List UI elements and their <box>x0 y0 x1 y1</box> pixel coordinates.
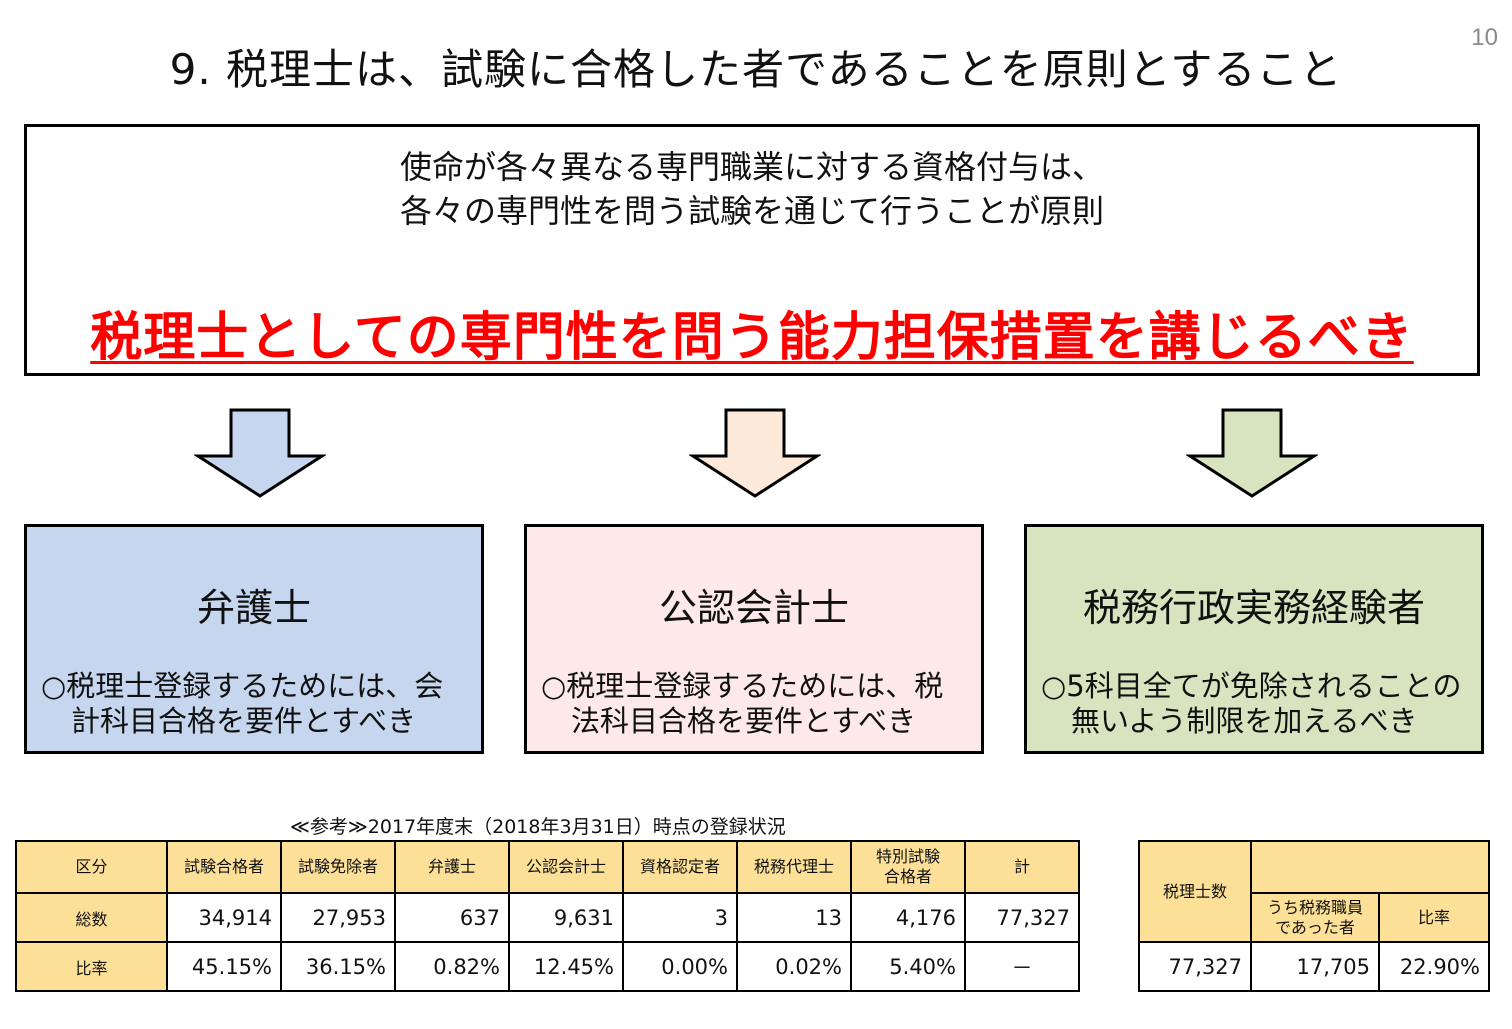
page-number: 10 <box>1471 24 1498 51</box>
principle-emphasis: 税理士としての専門性を問う能力担保措置を講じるべき <box>90 308 1414 368</box>
table-cell: 13 <box>736 892 852 943</box>
table-cell: 45.15% <box>166 941 282 992</box>
table-header-cell: 計 <box>964 840 1080 894</box>
table-header-cell: 特別試験 合格者 <box>850 840 966 894</box>
down-arrow-icon <box>689 408 821 498</box>
card-cpa: 公認会計士 ○税理士登録するためには、税 法科目合格を要件とすべき <box>524 524 984 754</box>
former-tax-official-table: 税理士数 うち税務職員 であった者 比率 77,327 17,705 22.90… <box>1138 840 1490 992</box>
table-header-cell: 公認会計士 <box>508 840 624 894</box>
table-cell: 27,953 <box>280 892 396 943</box>
down-arrow-icon <box>1186 408 1318 498</box>
table-header-cell: 弁護士 <box>394 840 510 894</box>
card-body-line-1: ○5科目全てが免除されることの <box>1041 669 1462 703</box>
registration-table: 区分 試験合格者 試験免除者 弁護士 公認会計士 資格認定者 税務代理士 特別試… <box>15 840 1080 992</box>
table-row: 77,327 17,705 22.90% <box>1138 941 1490 992</box>
table-header-row: うち税務職員 であった者 比率 <box>1139 892 1490 943</box>
arrow-2-shape <box>689 408 821 498</box>
principle-line-2: 各々の専門性を問う試験を通じて行うことが原則 <box>399 192 1104 230</box>
card-tax-official: 税務行政実務経験者 ○5科目全てが免除されることの 無いよう制限を加えるべき <box>1024 524 1484 754</box>
table-header-cell: 試験免除者 <box>280 840 396 894</box>
table-header-row: 税理士数 <box>1138 840 1490 943</box>
card-body: ○5科目全てが免除されることの 無いよう制限を加えるべき <box>1041 669 1471 739</box>
principle-line-1: 使命が各々異なる専門職業に対する資格付与は、 <box>399 148 1104 186</box>
table-header-cell: うち税務職員 であった者 <box>1250 892 1380 943</box>
card-title: 弁護士 <box>196 586 311 630</box>
card-body: ○税理士登録するためには、会 計科目合格を要件とすべき <box>41 669 471 739</box>
table-cell: 22.90% <box>1378 941 1490 992</box>
table-cell: 77,327 <box>1138 941 1252 992</box>
card-body: ○税理士登録するためには、税 法科目合格を要件とすべき <box>541 669 971 739</box>
table-cell: 3 <box>622 892 738 943</box>
card-lawyer: 弁護士 ○税理士登録するためには、会 計科目合格を要件とすべき <box>24 524 484 754</box>
table-cell: 0.00% <box>622 941 738 992</box>
table-cell: 5.40% <box>850 941 966 992</box>
card-body-line-2: 法科目合格を要件とすべき <box>571 704 917 738</box>
table-cell: 0.82% <box>394 941 510 992</box>
table-row: 比率 45.15% 36.15% 0.82% 12.45% 0.00% 0.02… <box>15 941 1080 992</box>
table-cell: 637 <box>394 892 510 943</box>
table-cell: 12.45% <box>508 941 624 992</box>
principle-box: 使命が各々異なる専門職業に対する資格付与は、 各々の専門性を問う試験を通じて行う… <box>24 124 1480 376</box>
card-title: 公認会計士 <box>658 586 849 630</box>
table-cell: 4,176 <box>850 892 966 943</box>
table-cell: 77,327 <box>964 892 1080 943</box>
table-cell: 0.02% <box>736 941 852 992</box>
card-title: 税務行政実務経験者 <box>1082 586 1425 630</box>
table-cell: － <box>964 941 1080 992</box>
table-header-cell: 比率 <box>1378 892 1490 943</box>
arrow-1-shape <box>194 408 326 498</box>
table-header-cell: 試験合格者 <box>166 840 282 894</box>
card-body-line-2: 計科目合格を要件とすべき <box>71 704 417 738</box>
card-body-line-1: ○税理士登録するためには、税 <box>541 669 944 703</box>
table-cell: 36.15% <box>280 941 396 992</box>
slide-title: 9. 税理士は、試験に合格した者であることを原則とすること <box>169 45 1343 94</box>
card-body-line-1: ○税理士登録するためには、会 <box>41 669 444 703</box>
table-header-cell: 税理士数 <box>1138 840 1252 943</box>
table-header-cell: 税務代理士 <box>736 840 852 894</box>
table-cell: 17,705 <box>1250 941 1380 992</box>
row-label: 比率 <box>15 941 168 992</box>
table-cell: 9,631 <box>508 892 624 943</box>
card-body-line-2: 無いよう制限を加えるべき <box>1071 704 1418 738</box>
arrow-3-shape <box>1186 408 1318 498</box>
down-arrow-icon <box>194 408 326 498</box>
table-header-row: 区分 試験合格者 試験免除者 弁護士 公認会計士 資格認定者 税務代理士 特別試… <box>15 840 1080 894</box>
table-header-cell: 資格認定者 <box>622 840 738 894</box>
reference-caption: ≪参考≫2017年度末（2018年3月31日）時点の登録状況 <box>290 816 786 838</box>
table-cell: 34,914 <box>166 892 282 943</box>
table-row: 総数 34,914 27,953 637 9,631 3 13 4,176 77… <box>15 892 1080 943</box>
row-label: 総数 <box>15 892 168 943</box>
table-header-cell: 区分 <box>15 840 168 894</box>
table-header-cell <box>1250 840 1490 894</box>
